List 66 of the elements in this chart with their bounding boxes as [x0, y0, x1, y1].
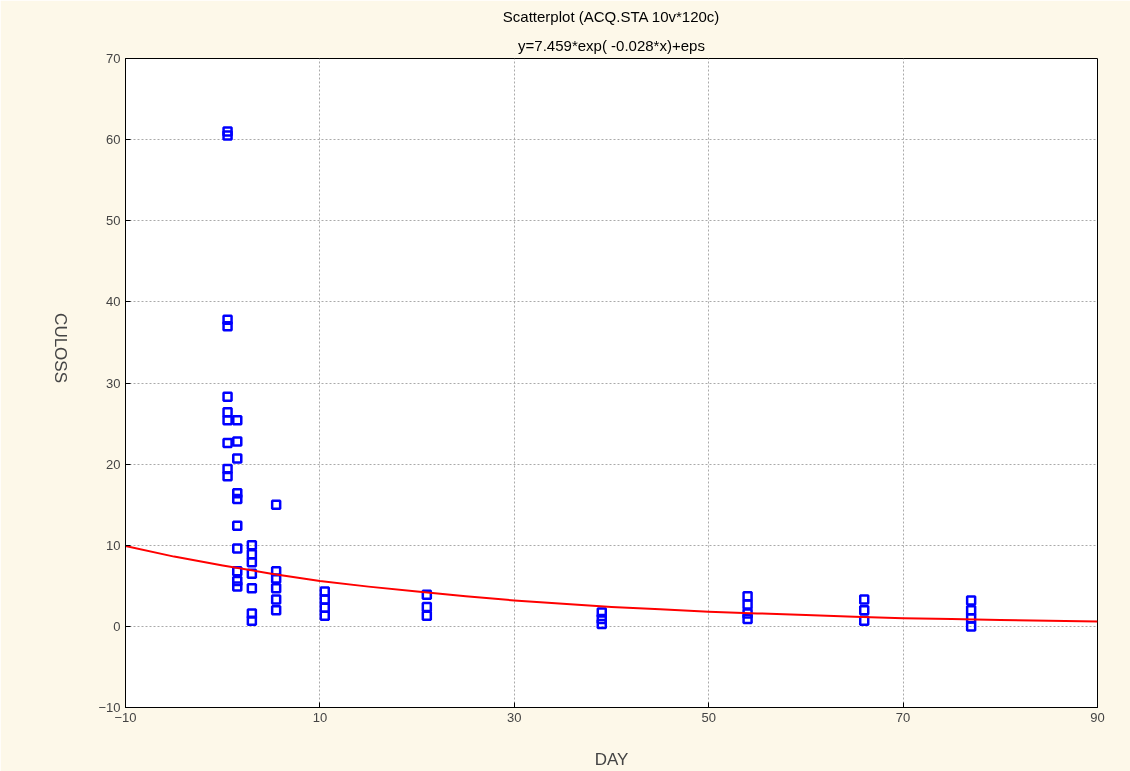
point: [232, 581, 243, 592]
point: [965, 595, 977, 606]
y-tick-label: 20: [106, 456, 121, 472]
y-tick-label: 50: [106, 213, 121, 229]
line-series: [125, 545, 1098, 623]
point: [319, 594, 331, 605]
point: [222, 391, 233, 403]
x-tick-label: 50: [701, 709, 716, 725]
x-tick-label: 70: [895, 709, 911, 725]
point: [222, 463, 233, 475]
point: [232, 520, 243, 532]
point: [246, 583, 258, 594]
y-tick-label: 10: [106, 537, 121, 553]
point: [270, 499, 282, 510]
point: [232, 575, 243, 587]
chart-title: Scatterplot (ACQ.STA 10v*120c): [502, 7, 720, 25]
point: [421, 589, 433, 600]
chart-subtitle: y=7.459*exp( -0.028*x)+eps: [518, 36, 705, 54]
point: [858, 604, 870, 616]
point: [222, 320, 233, 332]
point: [232, 493, 243, 505]
point: [421, 601, 433, 613]
point: [222, 130, 233, 141]
point: [596, 613, 608, 625]
point: [232, 543, 243, 554]
point: [222, 471, 233, 482]
point: [270, 583, 282, 594]
point: [246, 540, 258, 551]
point: [742, 591, 753, 602]
point: [232, 415, 243, 426]
point: [742, 608, 753, 619]
point: [742, 613, 753, 625]
point: [421, 610, 433, 622]
point: [232, 488, 243, 499]
point: [222, 406, 233, 418]
y-tick-label: 0: [113, 618, 121, 634]
point: [232, 453, 243, 464]
point: [319, 602, 331, 613]
x-tick-label: 30: [507, 709, 522, 725]
point: [596, 607, 608, 618]
point: [596, 618, 608, 630]
point: [319, 586, 331, 597]
point: [858, 594, 870, 605]
point: [222, 437, 233, 449]
x-tick-label: 90: [1090, 709, 1105, 725]
point: [270, 594, 282, 605]
point: [246, 548, 258, 560]
point: [232, 436, 243, 447]
point: [965, 604, 977, 616]
point: [246, 608, 258, 619]
x-tick-label: 10: [312, 709, 328, 725]
y-tick-label: 30: [106, 375, 121, 391]
point: [222, 415, 233, 426]
y-tick-label: 60: [106, 132, 121, 148]
y-axis-title: CULOSS: [50, 313, 70, 384]
point: [270, 604, 282, 616]
point: [222, 314, 233, 325]
x-axis-title: DAY: [594, 749, 629, 769]
point: [246, 615, 258, 626]
point: [965, 621, 977, 632]
point: [246, 557, 258, 568]
point: [742, 599, 753, 610]
point: [319, 610, 331, 622]
y-tick-label: 70: [106, 51, 121, 66]
point: [222, 126, 233, 137]
y-tick-label: 40: [106, 294, 121, 310]
